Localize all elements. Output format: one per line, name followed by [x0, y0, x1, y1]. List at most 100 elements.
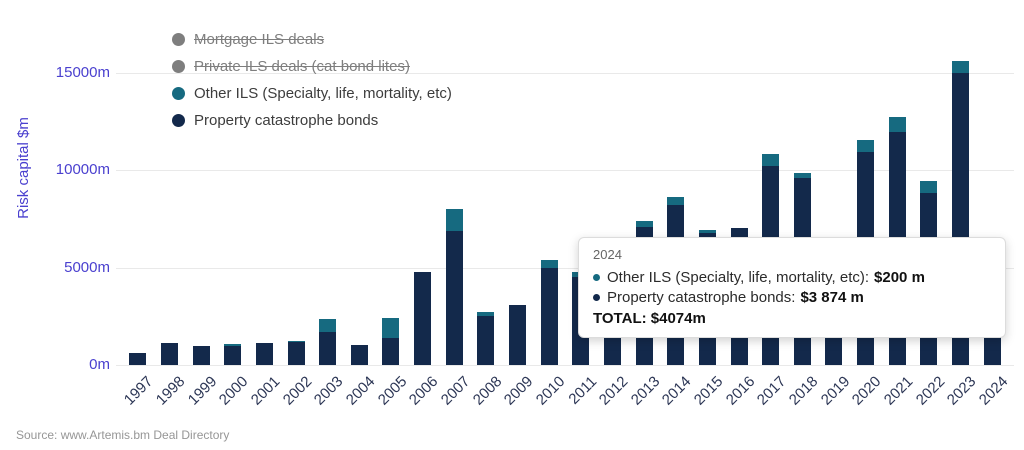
tooltip-row-property-cat-bonds: Property catastrophe bonds: $3 874 m [593, 289, 991, 306]
gridline-0 [116, 365, 1014, 366]
bar-1999[interactable] [192, 345, 210, 365]
bar-2004[interactable] [350, 344, 368, 365]
x-axis-label-2015: 2015 [690, 373, 727, 409]
bar-segment-other-ils [762, 154, 780, 167]
bar-segment-property-cat [129, 352, 147, 365]
bar-segment-other-ils [793, 173, 811, 179]
bar-segment-property-cat [477, 315, 495, 365]
legend-item-private-ils-deals[interactable]: Private ILS deals (cat bond lites) [172, 53, 452, 80]
legend-label: Other ILS (Specialty, life, mortality, e… [194, 85, 452, 102]
bar-2010[interactable] [540, 260, 558, 365]
bullet-icon [593, 274, 600, 281]
y-axis-tick-0m: 0m [89, 356, 110, 373]
tooltip-year: 2024 [593, 247, 622, 262]
bar-segment-other-ils [224, 344, 242, 347]
x-axis-label-2002: 2002 [279, 373, 316, 409]
bar-segment-other-ils [888, 116, 906, 132]
x-axis-label-2019: 2019 [817, 373, 853, 409]
bar-2003[interactable] [319, 318, 337, 365]
bar-segment-property-cat [319, 332, 337, 365]
bar-segment-property-cat [224, 346, 242, 365]
bullet-icon [593, 294, 600, 301]
y-axis-title: Risk capital $m [15, 117, 32, 219]
bar-2008[interactable] [477, 311, 495, 365]
tooltip-row-other-ils: Other ILS (Specialty, life, mortality, e… [593, 269, 991, 286]
bar-segment-other-ils [667, 197, 685, 206]
bar-segment-property-cat [192, 345, 210, 365]
x-axis-label-2005: 2005 [374, 373, 410, 409]
bar-1997[interactable] [129, 352, 147, 365]
source-attribution: Source: www.Artemis.bm Deal Directory [16, 428, 230, 442]
bar-segment-other-ils [952, 60, 970, 73]
tooltip-row-value: $3 874 m [800, 289, 864, 306]
x-axis-label-2000: 2000 [216, 373, 252, 409]
legend-item-mortgage-ils-deals[interactable]: Mortgage ILS deals [172, 26, 452, 53]
bar-segment-other-ils [445, 209, 463, 232]
x-axis-label-2023: 2023 [943, 373, 980, 409]
x-axis-label-2011: 2011 [565, 373, 600, 408]
bar-segment-other-ils [319, 318, 337, 333]
x-axis-label-2016: 2016 [722, 373, 759, 409]
tooltip-total: TOTAL: $4074m [593, 310, 991, 327]
x-axis-label-1998: 1998 [152, 373, 189, 409]
bar-segment-property-cat [509, 304, 527, 365]
x-axis-label-2001: 2001 [247, 373, 284, 409]
bar-segment-other-ils [287, 341, 305, 343]
bar-segment-property-cat [255, 342, 273, 365]
legend-item-property-catastrophe-bonds[interactable]: Property catastrophe bonds [172, 107, 452, 134]
x-axis-label-2022: 2022 [912, 373, 948, 409]
gridline-5000 [116, 267, 1014, 269]
tooltip-row-value: $200 m [874, 269, 925, 286]
x-axis-label-1999: 1999 [184, 373, 221, 409]
legend-dot-icon [172, 114, 185, 127]
bar-2007[interactable] [445, 209, 463, 365]
x-axis-label-1997: 1997 [121, 373, 157, 409]
tooltip-row-label: Property catastrophe bonds: [607, 289, 796, 306]
bar-segment-other-ils [920, 181, 938, 194]
y-axis-tick-15000m: 15000m [55, 63, 110, 81]
legend-dot-icon [172, 87, 185, 100]
legend-label: Mortgage ILS deals [194, 31, 325, 48]
x-axis-label-2004: 2004 [342, 373, 379, 409]
bar-segment-property-cat [350, 344, 368, 365]
tooltip-row-label: Other ILS (Specialty, life, mortality, e… [607, 269, 870, 286]
bar-2001[interactable] [255, 342, 273, 365]
bar-segment-property-cat [540, 267, 558, 365]
bar-2000[interactable] [224, 344, 242, 365]
bar-segment-other-ils [698, 230, 716, 234]
legend-label: Property catastrophe bonds [194, 112, 379, 129]
x-axis-label-2021: 2021 [880, 373, 917, 409]
x-axis-label-2013: 2013 [627, 373, 664, 409]
bar-segment-other-ils [382, 317, 400, 338]
tooltip-total-label: TOTAL: [593, 310, 647, 327]
chart-tooltip: 2024 Other ILS (Specialty, life, mortali… [578, 237, 1006, 338]
x-axis-label-2018: 2018 [785, 373, 822, 409]
bar-segment-other-ils [857, 140, 875, 153]
legend-label: Private ILS deals (cat bond lites) [194, 58, 410, 75]
legend-dot-icon [172, 60, 185, 73]
bar-segment-property-cat [445, 231, 463, 365]
x-axis-label-2010: 2010 [532, 373, 569, 409]
x-axis-label-2012: 2012 [595, 373, 632, 409]
x-axis-label-2014: 2014 [659, 373, 695, 409]
x-axis-label-2024: 2024 [975, 373, 1012, 409]
legend: Mortgage ILS deals Private ILS deals (ca… [172, 26, 452, 134]
x-axis-label-2009: 2009 [500, 373, 537, 409]
bar-2002[interactable] [287, 341, 305, 365]
bar-segment-property-cat [414, 271, 432, 365]
legend-dot-icon [172, 33, 185, 46]
bar-segment-property-cat [160, 342, 178, 365]
bar-segment-property-cat [287, 342, 305, 365]
x-axis-label-2007: 2007 [437, 373, 474, 409]
x-axis-label-2006: 2006 [406, 373, 442, 409]
legend-item-other-ils[interactable]: Other ILS (Specialty, life, mortality, e… [172, 80, 452, 107]
bar-2009[interactable] [509, 304, 527, 365]
y-axis-tick-10000m: 10000m [55, 161, 110, 178]
bar-2005[interactable] [382, 317, 400, 365]
bar-2006[interactable] [414, 271, 432, 365]
gridline-10000 [116, 170, 1014, 171]
x-axis-label-2003: 2003 [311, 373, 347, 409]
y-axis-tick-5000m: 5000m [64, 258, 110, 276]
bar-1998[interactable] [160, 342, 178, 365]
x-axis-label-2008: 2008 [469, 373, 505, 409]
